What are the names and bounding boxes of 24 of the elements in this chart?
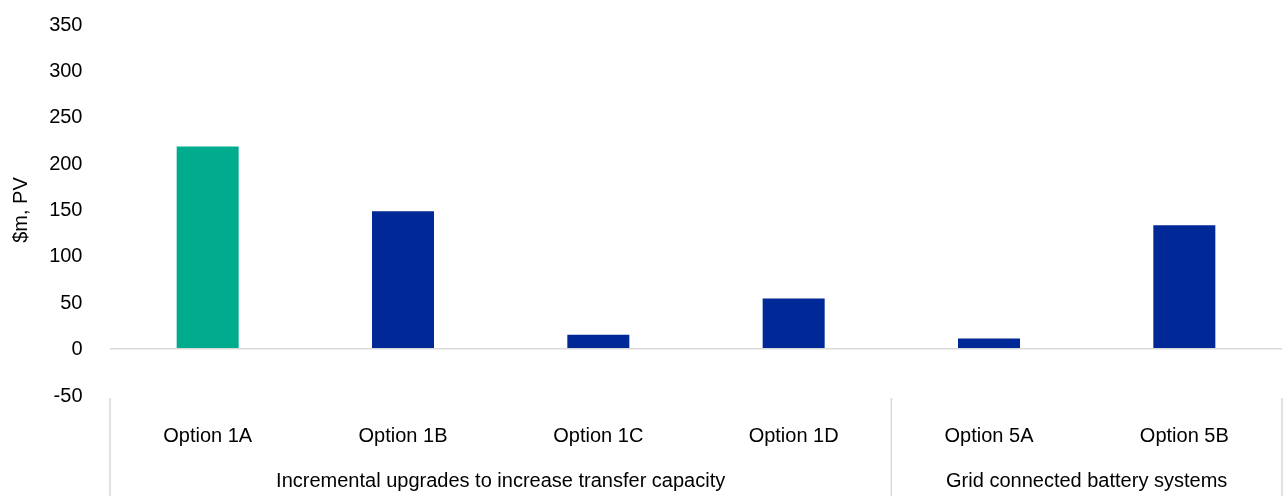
x-tick-label: Option 5B bbox=[1139, 423, 1229, 446]
x-tick-label: Option 1A bbox=[163, 423, 253, 446]
y-tick-label: 250 bbox=[49, 105, 83, 128]
x-tick-label: Option 1B bbox=[358, 423, 448, 446]
y-tick-label: 300 bbox=[49, 58, 83, 81]
y-tick-label: 0 bbox=[71, 337, 83, 360]
x-tick-label: Option 1C bbox=[553, 423, 644, 446]
y-tick-label: 50 bbox=[60, 290, 83, 313]
bar bbox=[1153, 225, 1216, 349]
text: Incremental upgrades to increase transfer capacity bbox=[276, 469, 726, 491]
y-axis-title: $m, PV bbox=[9, 176, 32, 243]
bar bbox=[567, 334, 630, 349]
x-tick-label: Option 1D bbox=[748, 423, 839, 446]
bar bbox=[372, 211, 434, 349]
y-tick-label: -50 bbox=[53, 383, 83, 406]
y-tick-label: 100 bbox=[49, 244, 83, 267]
bar bbox=[176, 146, 239, 349]
y-tick-label: 200 bbox=[49, 151, 83, 174]
y-tick-label: 150 bbox=[49, 198, 83, 220]
y-tick-label: 350 bbox=[49, 12, 83, 35]
x-tick-label: Option 5A bbox=[944, 423, 1035, 446]
bar bbox=[762, 298, 825, 349]
text: Grid connected battery systems bbox=[946, 469, 1228, 491]
bar bbox=[958, 338, 1020, 349]
